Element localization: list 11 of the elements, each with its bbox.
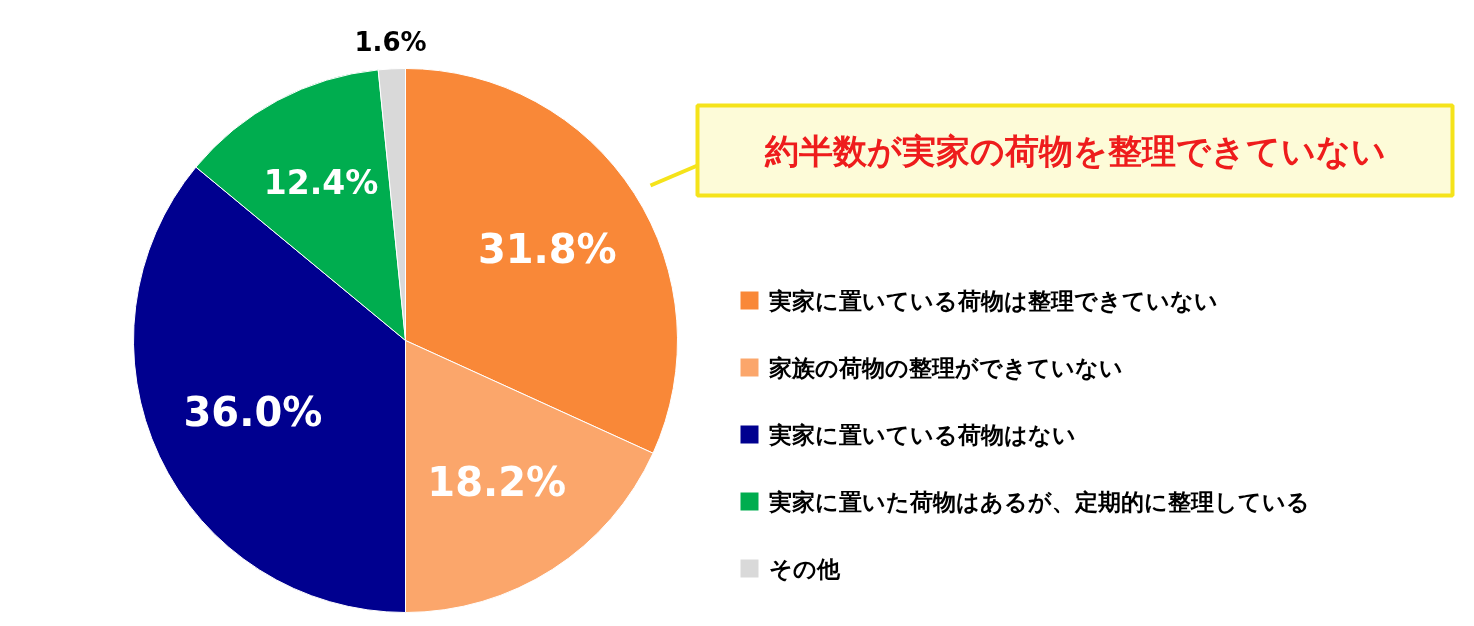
data-label: 36.0% (183, 389, 323, 436)
legend-label: 実家に置いている荷物は整理できていない (767, 287, 1218, 314)
text: 約半数が実家の荷物を整理できていない (763, 130, 1386, 171)
legend-label: その他 (768, 555, 841, 582)
data-label: 1.6% (354, 26, 427, 57)
data-label: 18.2% (427, 459, 567, 506)
data-label: 12.4% (263, 162, 379, 202)
legend-label: 実家に置いた荷物はあるが、定期的に整理している (767, 488, 1310, 515)
legend-label: 実家に置いている荷物はない (767, 421, 1076, 448)
data-label: 31.8% (477, 226, 617, 273)
legend-label: 家族の荷物の整理ができていない (767, 354, 1123, 381)
